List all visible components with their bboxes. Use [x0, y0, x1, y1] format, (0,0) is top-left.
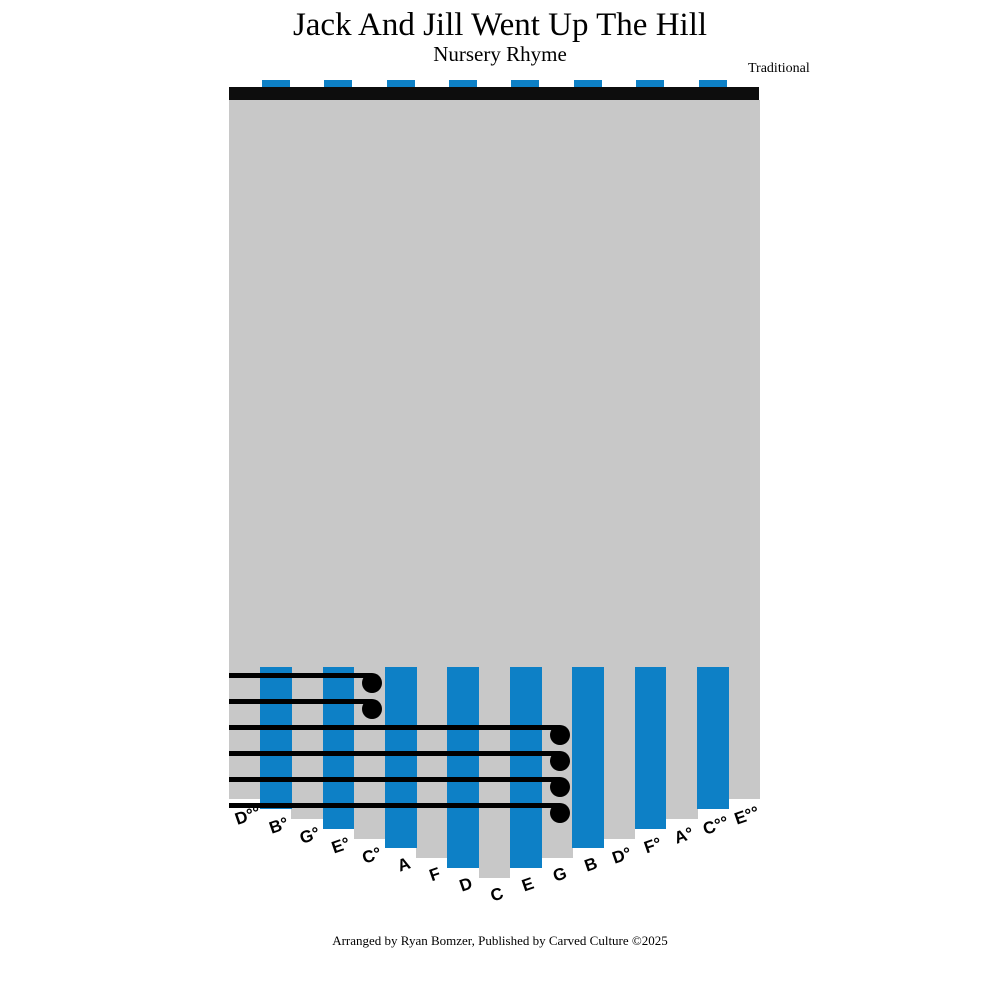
- tine-bar-blue: [322, 667, 355, 829]
- tine-tip-blue: [324, 80, 353, 89]
- tine-label: E: [519, 873, 537, 896]
- tine-body-column: [728, 100, 760, 800]
- tine-body-column: [291, 100, 324, 819]
- note-line: [229, 776, 560, 782]
- tine-label: G°: [297, 823, 323, 848]
- note-line: [229, 802, 560, 808]
- tine-tip-blue: [511, 80, 540, 89]
- tine-tip-blue: [573, 80, 602, 89]
- page-title: Jack And Jill Went Up The Hill: [292, 7, 708, 43]
- tine-bar-blue: [385, 667, 417, 849]
- tine-body-column: [478, 100, 511, 878]
- tine-label: E°°: [731, 802, 762, 829]
- note-line: [229, 698, 373, 704]
- note-head: [549, 725, 570, 745]
- tine-label: A: [394, 853, 413, 876]
- note-head: [362, 673, 383, 693]
- tine-label: F°: [641, 833, 665, 858]
- tine-bar-blue: [509, 667, 542, 869]
- note-head: [549, 751, 570, 771]
- tine-tip-blue: [261, 80, 290, 89]
- tine-label: B°: [266, 813, 291, 838]
- tine-label: D: [456, 873, 475, 896]
- tine-label: C°: [360, 843, 385, 868]
- footer-credit: Arranged by Ryan Bomzer, Published by Ca…: [332, 933, 668, 948]
- tine-bar-blue: [634, 667, 667, 829]
- tine-label: F: [426, 864, 443, 886]
- tine-body-column: [229, 100, 261, 800]
- tine-label: E°: [329, 833, 353, 858]
- note-line: [229, 672, 373, 678]
- tine-bar-blue: [697, 667, 729, 810]
- tine-label: D°: [609, 843, 634, 868]
- tine-tip-blue: [698, 80, 727, 89]
- tine-body-column: [665, 100, 698, 819]
- tine-bar-blue: [260, 667, 292, 810]
- note-line: [229, 724, 560, 730]
- bridge-bar: [229, 87, 760, 100]
- tine-tip-blue: [448, 80, 478, 89]
- tine-tip-blue: [386, 80, 415, 89]
- note-head: [549, 803, 570, 823]
- tine-body-column: [416, 100, 448, 859]
- tine-label: G: [550, 863, 569, 886]
- tine-label: B: [581, 853, 600, 876]
- page-subtitle: Nursery Rhyme: [433, 42, 567, 66]
- tine-bar-blue: [447, 667, 480, 869]
- note-head: [549, 777, 570, 797]
- note-line: [229, 750, 560, 756]
- note-head: [362, 699, 383, 719]
- tine-label: C: [488, 883, 506, 906]
- tine-tip-blue: [636, 80, 665, 89]
- tine-body-column: [603, 100, 636, 839]
- tine-bar-blue: [572, 667, 604, 849]
- tine-label: C°°: [700, 812, 731, 839]
- tine-label: A°: [672, 823, 697, 848]
- attribution-text: Traditional: [748, 61, 810, 76]
